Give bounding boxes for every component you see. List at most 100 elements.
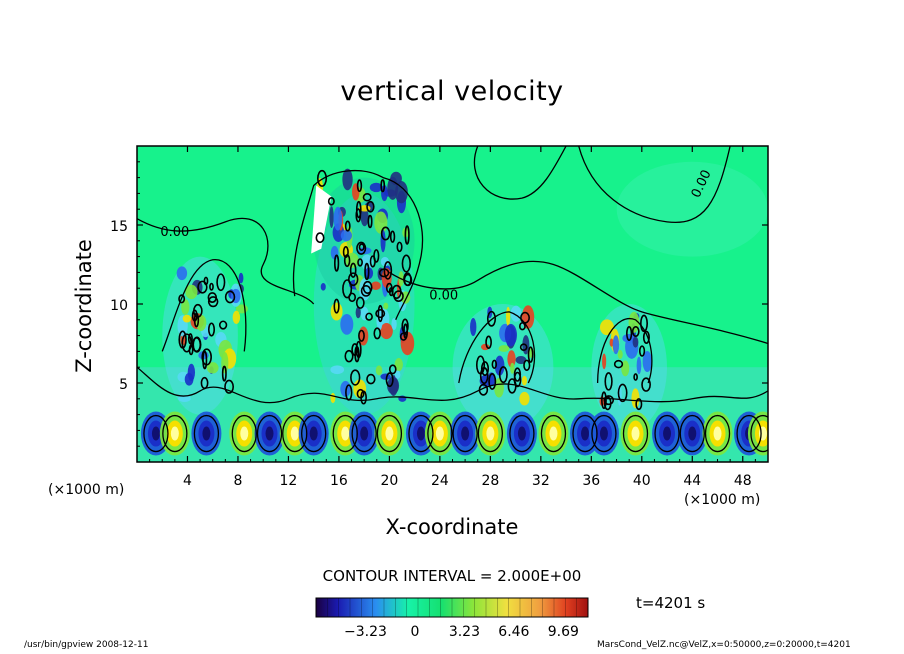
field-cell [389,375,399,396]
contour-loop [193,414,220,453]
contour-loop [389,230,396,243]
field-bottom-center [435,426,444,441]
field-cell [361,254,373,271]
contour-loop [603,395,615,406]
contour-loop [301,414,327,453]
field-cell [329,206,334,229]
contour-loop [357,258,363,267]
contour-loop [364,262,370,281]
contour-loop [360,285,372,297]
contour-loop [509,414,535,453]
field-cell [609,338,614,347]
contour-line [596,317,653,384]
field-cell [642,350,652,373]
contour-loop [408,414,434,453]
contour-loop [256,414,283,453]
contour-loop [143,414,169,453]
contour-loop [193,303,203,318]
contour-loop [366,373,376,385]
field-cell [510,305,522,322]
field-cell [631,388,640,409]
contour-loop [344,220,351,232]
contour-loop [162,414,188,453]
contour-loop [355,340,362,359]
contour-loop [224,290,236,304]
contour-loop [391,284,402,299]
contour-loop [178,294,186,304]
contour-loop [376,414,403,453]
field-cell [521,305,535,329]
field-cell [504,323,517,347]
field-cell [369,182,383,193]
field-cell [184,372,194,386]
field-bottom-center [385,426,394,441]
field-cell [383,302,389,310]
contour-loop [342,246,349,259]
contour-loop [641,377,651,392]
contour-loop [191,337,202,353]
colorbar-tick-label: 3.23 [449,624,480,640]
contour-loop [200,376,209,390]
y-axis-label: Z-coordinate [72,239,96,373]
contour-line [389,260,768,345]
contour-line [137,217,315,305]
contour-loop [403,272,412,287]
footer-left: /usr/bin/gpview 2008-12-11 [24,640,149,650]
field-cell [374,211,388,234]
contour-loop [750,414,768,453]
contour-loop [519,343,528,352]
contour-loop [540,414,567,453]
field-bottom-center [240,426,249,441]
contour-loop [679,414,705,453]
field-cell [380,322,393,340]
contour-loop [207,322,216,337]
contour-loop [367,214,373,229]
field-region [616,161,768,257]
contour-loop [333,298,340,314]
field-cell [470,318,477,337]
contour-loop [488,372,497,390]
contour-loop [485,335,492,349]
contour-loop [356,241,367,255]
contour-loop [479,367,489,385]
contour-loop [188,344,194,356]
contour-loop [187,333,193,345]
contour-loop [591,414,617,453]
x-tick-label: 24 [431,473,449,489]
contour-loop [342,279,353,299]
field-bottom-center [581,426,590,441]
field-bottom-center [170,426,179,441]
field-bottom-center [663,426,672,441]
field-cell [359,278,371,301]
contour-loop [427,414,453,453]
contour-loop [513,367,522,382]
contour-loop [736,414,762,453]
field-bottom-center [360,426,369,441]
contour-loop [334,254,340,272]
x-tick-label: 36 [582,473,600,489]
field-cell [333,206,343,231]
contour-loop [383,261,393,280]
field-cell [330,392,336,404]
x-tick-label: 12 [280,473,298,489]
field-cell [181,299,190,315]
contour-loop [477,414,504,453]
field-cell [632,336,639,348]
x-unit-left: (×1000 m) [48,482,125,498]
contour-loop [203,276,209,286]
colorbar-tick-label: 9.69 [548,624,579,640]
field-cell [320,283,326,291]
contour-loop [385,372,394,388]
field-cell [521,375,528,386]
field-cell [617,349,623,359]
contour-loop [486,310,497,327]
field-cell [515,355,527,365]
contour-line [578,146,731,224]
contour-label: 0.00 [429,288,458,303]
contour-loop [401,254,412,273]
contour-loop [375,308,386,319]
field-bottom-center [549,426,558,441]
field-cell [340,229,353,242]
contour-loop [518,322,526,331]
contour-loop [216,273,226,292]
